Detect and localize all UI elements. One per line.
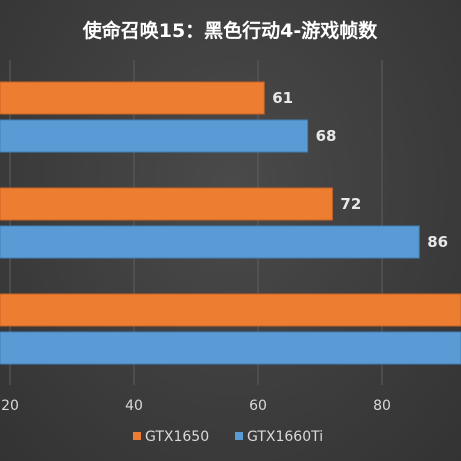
x-tick-label: 20 (1, 398, 19, 414)
bar-GTX1650-0 (0, 81, 265, 115)
data-label-GTX1650-0: 61 (272, 89, 293, 107)
data-label-GTX1660Ti-1: 86 (427, 233, 448, 251)
x-axis-ticks: 20 40 60 80 (1, 398, 391, 414)
legend-swatch-GTX1660Ti (235, 432, 243, 440)
bars (0, 81, 461, 365)
legend-label-GTX1650: GTX1650 (145, 429, 209, 445)
data-label-GTX1650-1: 72 (340, 195, 361, 213)
x-tick-label: 40 (125, 398, 143, 414)
bar-GTX1660Ti-1 (0, 225, 420, 259)
bar-GTX1650-1 (0, 187, 333, 221)
x-tick-label: 60 (249, 398, 267, 414)
x-tick-label: 80 (373, 398, 391, 414)
bar-GTX1660Ti-2 (0, 331, 461, 365)
bar-GTX1650-2 (0, 293, 461, 327)
legend: GTX1650 GTX1660Ti (133, 429, 323, 445)
chart-title: 使命召唤15：黑色行动4-游戏帧数 (82, 19, 379, 42)
data-label-GTX1660Ti-0: 68 (316, 127, 337, 145)
legend-label-GTX1660Ti: GTX1660Ti (247, 429, 323, 445)
bar-GTX1660Ti-0 (0, 119, 309, 153)
legend-swatch-GTX1650 (133, 432, 141, 440)
data-labels: 61 72 68 86 (272, 89, 448, 251)
